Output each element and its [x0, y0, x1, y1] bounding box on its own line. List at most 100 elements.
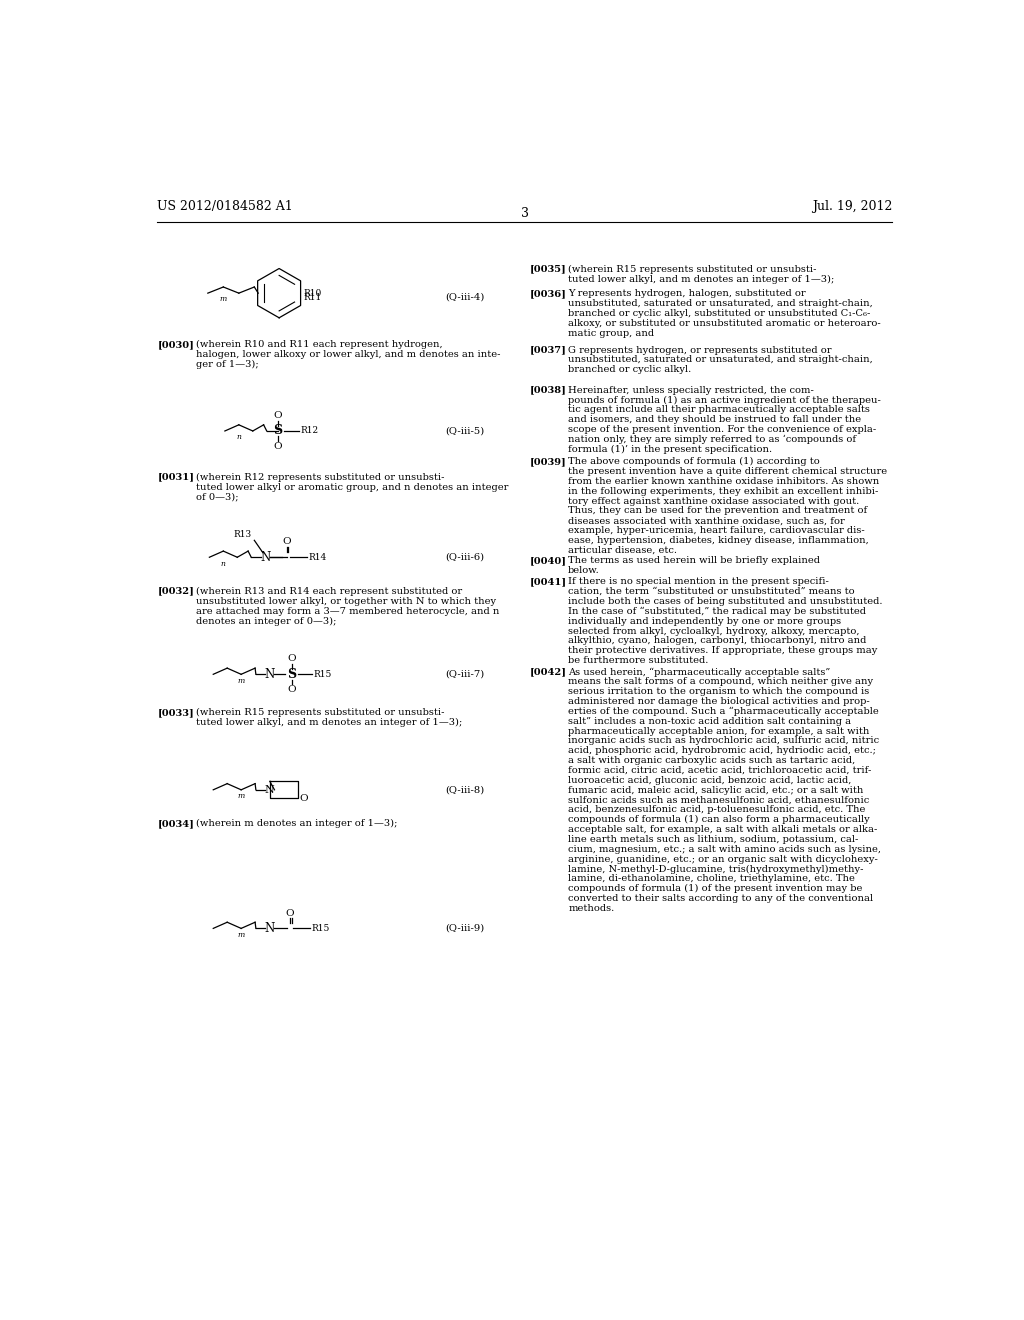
Text: alkylthio, cyano, halogen, carbonyl, thiocarbonyl, nitro and: alkylthio, cyano, halogen, carbonyl, thi…	[568, 636, 866, 645]
Text: R13: R13	[233, 529, 251, 539]
Text: (Q-iii-7): (Q-iii-7)	[445, 669, 484, 678]
Text: tuted lower alkyl, and m denotes an integer of 1—3);: tuted lower alkyl, and m denotes an inte…	[568, 275, 835, 284]
Text: individually and independently by one or more groups: individually and independently by one or…	[568, 616, 842, 626]
Text: pounds of formula (1) as an active ingredient of the therapeu-: pounds of formula (1) as an active ingre…	[568, 396, 881, 404]
Text: O: O	[287, 655, 296, 664]
Text: unsubstituted, saturated or unsaturated, and straight-chain,: unsubstituted, saturated or unsaturated,…	[568, 355, 872, 364]
Text: [0042]: [0042]	[529, 668, 566, 676]
Text: include both the cases of being substituted and unsubstituted.: include both the cases of being substitu…	[568, 597, 883, 606]
Text: [0034]: [0034]	[158, 818, 195, 828]
Text: administered nor damage the biological activities and prop-: administered nor damage the biological a…	[568, 697, 870, 706]
Text: [0036]: [0036]	[529, 289, 566, 298]
Text: N: N	[264, 668, 275, 681]
Text: compounds of formula (1) of the present invention may be: compounds of formula (1) of the present …	[568, 884, 862, 894]
Text: acceptable salt, for example, a salt with alkali metals or alka-: acceptable salt, for example, a salt wit…	[568, 825, 878, 834]
Text: branched or cyclic alkyl.: branched or cyclic alkyl.	[568, 366, 691, 375]
Text: denotes an integer of 0—3);: denotes an integer of 0—3);	[197, 616, 337, 626]
Text: alkoxy, or substituted or unsubstituted aromatic or heteroaro-: alkoxy, or substituted or unsubstituted …	[568, 319, 881, 327]
Text: The terms as used herein will be briefly explained: The terms as used herein will be briefly…	[568, 557, 820, 565]
Text: Hereinafter, unless specially restricted, the com-: Hereinafter, unless specially restricted…	[568, 385, 814, 395]
Text: m: m	[238, 792, 245, 800]
Text: formic acid, citric acid, acetic acid, trichloroacetic acid, trif-: formic acid, citric acid, acetic acid, t…	[568, 766, 871, 775]
Text: [0038]: [0038]	[529, 385, 566, 395]
Text: [0035]: [0035]	[529, 264, 566, 273]
Text: below.: below.	[568, 566, 600, 576]
Text: As used herein, “pharmaceutically acceptable salts”: As used herein, “pharmaceutically accept…	[568, 668, 830, 677]
Text: means the salt forms of a compound, which neither give any: means the salt forms of a compound, whic…	[568, 677, 873, 686]
Text: (wherein R13 and R14 each represent substituted or: (wherein R13 and R14 each represent subs…	[197, 586, 462, 595]
Text: R11: R11	[304, 293, 322, 302]
Text: (wherein R15 represents substituted or unsubsti-: (wherein R15 represents substituted or u…	[568, 264, 817, 273]
Text: (wherein R15 represents substituted or unsubsti-: (wherein R15 represents substituted or u…	[197, 708, 444, 717]
Text: tuted lower alkyl, and m denotes an integer of 1—3);: tuted lower alkyl, and m denotes an inte…	[197, 718, 463, 727]
Text: [0032]: [0032]	[158, 586, 195, 595]
Text: (wherein R10 and R11 each represent hydrogen,: (wherein R10 and R11 each represent hydr…	[197, 341, 442, 350]
Text: (wherein m denotes an integer of 1—3);: (wherein m denotes an integer of 1—3);	[197, 818, 397, 828]
Text: from the earlier known xanthine oxidase inhibitors. As shown: from the earlier known xanthine oxidase …	[568, 477, 880, 486]
Text: example, hyper-uricemia, heart failure, cardiovascular dis-: example, hyper-uricemia, heart failure, …	[568, 527, 865, 535]
Text: S: S	[287, 668, 296, 681]
Text: R12: R12	[301, 426, 318, 436]
Text: O: O	[286, 908, 294, 917]
Text: N: N	[264, 921, 275, 935]
Text: [0040]: [0040]	[529, 557, 566, 565]
Text: diseases associated with xanthine oxidase, such as, for: diseases associated with xanthine oxidas…	[568, 516, 845, 525]
Text: Y represents hydrogen, halogen, substituted or: Y represents hydrogen, halogen, substitu…	[568, 289, 806, 298]
Text: [0041]: [0041]	[529, 577, 566, 586]
Text: N: N	[260, 550, 270, 564]
Text: scope of the present invention. For the convenience of expla-: scope of the present invention. For the …	[568, 425, 877, 434]
Text: erties of the compound. Such a “pharmaceutically acceptable: erties of the compound. Such a “pharmace…	[568, 706, 879, 717]
Text: m: m	[238, 931, 245, 939]
Text: unsubstituted, saturated or unsaturated, and straight-chain,: unsubstituted, saturated or unsaturated,…	[568, 300, 872, 308]
Text: [0033]: [0033]	[158, 708, 195, 717]
Text: (wherein R12 represents substituted or unsubsti-: (wherein R12 represents substituted or u…	[197, 473, 444, 482]
Text: their protective derivatives. If appropriate, these groups may: their protective derivatives. If appropr…	[568, 647, 878, 655]
Text: halogen, lower alkoxy or lower alkyl, and m denotes an inte-: halogen, lower alkoxy or lower alkyl, an…	[197, 350, 501, 359]
Text: The above compounds of formula (1) according to: The above compounds of formula (1) accor…	[568, 457, 820, 466]
Text: cium, magnesium, etc.; a salt with amino acids such as lysine,: cium, magnesium, etc.; a salt with amino…	[568, 845, 882, 854]
Text: salt” includes a non-toxic acid addition salt containing a: salt” includes a non-toxic acid addition…	[568, 717, 851, 726]
Text: the present invention have a quite different chemical structure: the present invention have a quite diffe…	[568, 467, 888, 477]
Text: (Q-iii-8): (Q-iii-8)	[445, 785, 484, 795]
Text: R14: R14	[308, 553, 327, 562]
Text: O: O	[287, 685, 296, 694]
Text: R15: R15	[311, 924, 330, 933]
Text: O: O	[273, 442, 282, 451]
Text: be furthermore substituted.: be furthermore substituted.	[568, 656, 709, 665]
Text: a salt with organic carboxylic acids such as tartaric acid,: a salt with organic carboxylic acids suc…	[568, 756, 855, 766]
Text: N: N	[265, 785, 274, 795]
Text: ger of 1—3);: ger of 1—3);	[197, 360, 259, 370]
Text: serious irritation to the organism to which the compound is: serious irritation to the organism to wh…	[568, 688, 869, 696]
Text: arginine, guanidine, etc.; or an organic salt with dicyclohexy-: arginine, guanidine, etc.; or an organic…	[568, 854, 878, 863]
Text: O: O	[273, 411, 282, 420]
Text: (Q-iii-9): (Q-iii-9)	[445, 924, 484, 933]
Text: Jul. 19, 2012: Jul. 19, 2012	[812, 199, 892, 213]
Text: nation only, they are simply referred to as ‘compounds of: nation only, they are simply referred to…	[568, 434, 856, 444]
Text: pharmaceutically acceptable anion, for example, a salt with: pharmaceutically acceptable anion, for e…	[568, 726, 869, 735]
Text: methods.: methods.	[568, 904, 614, 913]
Text: formula (1)’ in the present specification.: formula (1)’ in the present specificatio…	[568, 445, 772, 454]
Text: lamine, di-ethanolamine, choline, triethylamine, etc. The: lamine, di-ethanolamine, choline, trieth…	[568, 874, 855, 883]
Text: matic group, and: matic group, and	[568, 329, 654, 338]
Text: of 0—3);: of 0—3);	[197, 492, 239, 502]
Text: acid, benzenesulfonic acid, p-toluenesulfonic acid, etc. The: acid, benzenesulfonic acid, p-toluenesul…	[568, 805, 865, 814]
Text: 3: 3	[521, 207, 528, 220]
Text: fumaric acid, maleic acid, salicylic acid, etc.; or a salt with: fumaric acid, maleic acid, salicylic aci…	[568, 785, 863, 795]
Text: and isomers, and they should be instrued to fall under the: and isomers, and they should be instrued…	[568, 414, 861, 424]
Text: inorganic acids such as hydrochloric acid, sulfuric acid, nitric: inorganic acids such as hydrochloric aci…	[568, 737, 880, 746]
Text: converted to their salts according to any of the conventional: converted to their salts according to an…	[568, 894, 873, 903]
Text: O: O	[299, 793, 308, 803]
Text: in the following experiments, they exhibit an excellent inhibi-: in the following experiments, they exhib…	[568, 487, 879, 496]
Text: branched or cyclic alkyl, substituted or unsubstituted C₁-C₆-: branched or cyclic alkyl, substituted or…	[568, 309, 870, 318]
Text: articular disease, etc.: articular disease, etc.	[568, 546, 677, 554]
Text: unsubstituted lower alkyl, or together with N to which they: unsubstituted lower alkyl, or together w…	[197, 597, 497, 606]
Text: n: n	[221, 560, 225, 568]
Text: luoroacetic acid, gluconic acid, benzoic acid, lactic acid,: luoroacetic acid, gluconic acid, benzoic…	[568, 776, 852, 785]
Text: (Q-iii-6): (Q-iii-6)	[445, 553, 484, 562]
Text: line earth metals such as lithium, sodium, potassium, cal-: line earth metals such as lithium, sodiu…	[568, 836, 858, 843]
Text: [0039]: [0039]	[529, 457, 566, 466]
Text: [0031]: [0031]	[158, 473, 195, 482]
Text: [0037]: [0037]	[529, 346, 566, 355]
Text: tuted lower alkyl or aromatic group, and n denotes an integer: tuted lower alkyl or aromatic group, and…	[197, 483, 509, 491]
Text: lamine, N-methyl-D-glucamine, tris(hydroxymethyl)methy-: lamine, N-methyl-D-glucamine, tris(hydro…	[568, 865, 863, 874]
